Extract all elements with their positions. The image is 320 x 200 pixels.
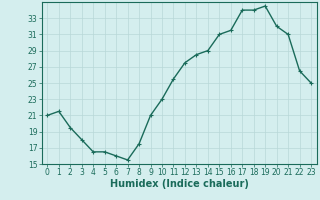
X-axis label: Humidex (Indice chaleur): Humidex (Indice chaleur)	[110, 179, 249, 189]
